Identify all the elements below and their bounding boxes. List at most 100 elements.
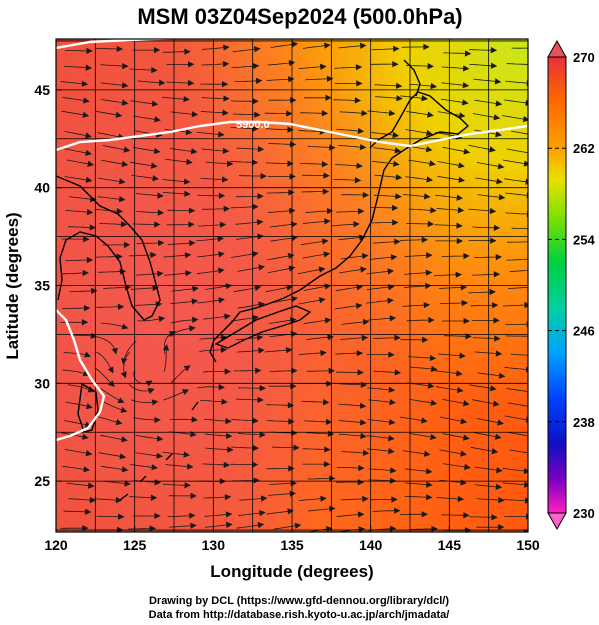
streamline-arrow — [491, 514, 498, 521]
streamline-arrow — [426, 129, 433, 137]
streamline-arrow — [494, 433, 502, 440]
streamline-arrow — [430, 399, 438, 406]
streamline-arrow — [87, 482, 95, 489]
streamline-arrow — [354, 177, 362, 184]
streamline-arrow — [322, 399, 330, 406]
streamline-arrow — [117, 397, 125, 404]
streamline-arrow — [223, 205, 230, 212]
streamline-arrow — [151, 100, 159, 107]
streamline-arrow — [529, 404, 534, 409]
streamline-arrow — [260, 495, 268, 502]
streamline-arrow — [225, 417, 232, 425]
x-axis-label: Longitude (degrees) — [210, 562, 373, 581]
streamline-arrow — [152, 284, 159, 292]
streamline-arrow — [222, 147, 230, 155]
streamline-arrow — [430, 365, 438, 373]
streamline-arrow — [324, 218, 331, 225]
streamline-arrow — [356, 162, 363, 169]
streamline-arrow — [287, 402, 295, 409]
streamline-arrow — [356, 350, 364, 357]
streamline-arrow — [121, 160, 129, 168]
streamline-arrow — [219, 221, 227, 228]
streamline-arrow — [288, 76, 295, 83]
y-tick-label: 30 — [34, 375, 50, 391]
streamline-arrow — [489, 207, 497, 215]
streamline-arrow — [463, 148, 471, 155]
streamline-arrow — [525, 416, 528, 423]
streamline-arrow — [86, 208, 94, 216]
streamline-arrow — [359, 402, 367, 409]
streamline-arrow — [187, 463, 194, 470]
streamline-arrow — [362, 318, 370, 326]
streamline-arrow — [183, 96, 190, 103]
streamline-arrow — [217, 267, 225, 274]
streamline — [507, 241, 528, 243]
streamline — [509, 449, 528, 454]
streamline-arrow — [191, 416, 198, 423]
streamline-arrow — [523, 467, 528, 475]
streamline-arrow — [226, 160, 234, 167]
streamline-arrow — [390, 254, 398, 261]
streamline-arrow — [191, 316, 199, 324]
streamline-arrow — [323, 251, 331, 258]
credit-data: Data from http://database.rish.kyoto-u.a… — [149, 609, 450, 621]
streamline-arrow — [357, 127, 365, 135]
streamline-arrow — [84, 508, 92, 515]
streamline-arrow — [82, 525, 89, 532]
streamline-arrow — [457, 207, 465, 214]
streamline-arrow — [394, 369, 402, 376]
colorbar-top-arrow — [547, 39, 567, 58]
streamline-arrow — [287, 508, 294, 515]
streamline-arrow — [121, 82, 129, 89]
streamline-arrow — [388, 419, 396, 426]
streamline-arrow — [151, 66, 158, 74]
streamline-arrow — [426, 481, 433, 488]
streamline-arrow — [461, 299, 468, 307]
streamline-arrow — [116, 45, 124, 53]
streamline-arrow — [221, 176, 229, 183]
streamline — [506, 148, 528, 154]
streamline-arrow — [425, 146, 433, 153]
streamline-arrow — [430, 82, 438, 90]
streamline-arrow — [325, 418, 333, 426]
streamline-arrow — [152, 175, 159, 182]
streamline-arrow — [122, 62, 129, 70]
x-tick-label: 125 — [123, 537, 147, 553]
streamline-arrow — [357, 369, 364, 376]
x-axis-ticks: 120 125 130 135 140 145 150 — [44, 526, 540, 553]
streamline-arrow — [188, 207, 196, 214]
streamline-arrow — [157, 239, 165, 247]
streamline-arrow — [490, 385, 497, 392]
streamline-arrow — [320, 349, 327, 357]
streamline-arrow — [529, 239, 534, 244]
streamline-arrow — [394, 507, 401, 514]
streamline-arrow — [394, 147, 402, 154]
streamline-arrow — [91, 287, 98, 295]
streamline-arrow — [260, 172, 267, 180]
streamline-arrow — [425, 494, 433, 501]
streamline-arrow — [391, 496, 398, 503]
streamline-arrow — [324, 317, 332, 324]
streamline-arrow — [184, 482, 191, 489]
streamline-arrow — [154, 512, 161, 520]
streamline-arrow — [489, 288, 496, 296]
streamline-arrow — [359, 419, 367, 426]
streamline-arrow — [388, 447, 395, 455]
streamline-arrow — [259, 510, 266, 517]
streamline-arrow — [531, 268, 536, 273]
streamline-arrow — [107, 366, 114, 374]
streamline-arrow — [359, 144, 367, 151]
y-axis-ticks: 25 30 35 40 45 — [34, 82, 62, 489]
streamline-arrow — [218, 192, 226, 199]
streamline-arrow — [462, 400, 470, 407]
y-tick-label: 45 — [34, 82, 50, 98]
streamline — [511, 130, 528, 135]
streamline-arrow — [222, 81, 229, 88]
streamline-arrow — [456, 194, 463, 201]
streamline-arrow — [395, 82, 403, 89]
streamline-arrow — [115, 496, 123, 504]
colorbar-bottom-arrow — [547, 512, 567, 531]
streamline-arrow — [321, 161, 329, 168]
streamline-arrow — [359, 42, 367, 49]
streamline-arrow — [428, 316, 435, 324]
